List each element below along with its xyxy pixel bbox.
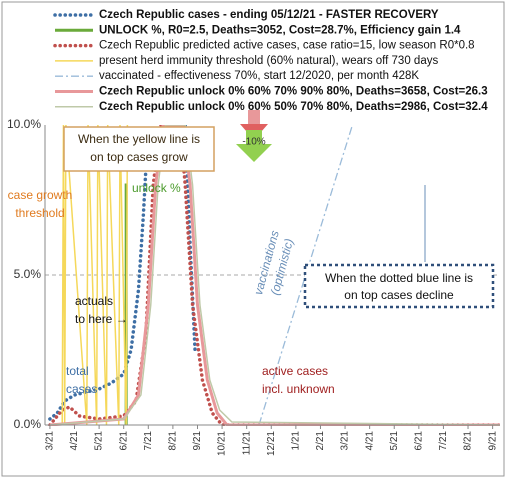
- frame: [1, 1, 505, 477]
- x-tick-label: 7/21: [438, 431, 449, 451]
- yellow-note-box: [63, 126, 215, 172]
- x-tick-label: 8/21: [463, 431, 474, 451]
- x-tick-label: 8/21: [168, 431, 179, 451]
- blue-note: on top cases decline: [344, 288, 454, 302]
- red-arrow-stem: [248, 110, 260, 124]
- x-tick-label: 4/21: [364, 431, 375, 451]
- active-note: incl. unknown: [262, 382, 335, 396]
- legend-label: Czech Republic unlock 0% 60% 50% 70% 80%…: [99, 101, 488, 113]
- actuals-note: actuals: [75, 294, 113, 308]
- x-tick-label: 10/21: [217, 431, 228, 456]
- legend-label: present herd immunity threshold (60% nat…: [99, 55, 438, 67]
- green-arrow-head: [236, 144, 272, 162]
- x-tick-label: 9/21: [192, 431, 203, 451]
- threshold-note: threshold: [15, 206, 64, 220]
- legend-label: Czech Republic unlock 0% 60% 70% 90% 80%…: [99, 86, 488, 98]
- x-tick-label: 5/21: [389, 431, 400, 451]
- series-line: [49, 125, 500, 426]
- y-tick-label: 5.0%: [14, 267, 42, 281]
- green-arrow-stem: [246, 130, 262, 144]
- x-tick-label: 6/21: [118, 431, 129, 451]
- active-note: active cases: [262, 364, 328, 378]
- unlock-note: unlock %: [132, 181, 181, 195]
- legend-label: UNLOCK %, R0=2.5, Deaths=3052, Cost=28.7…: [99, 24, 461, 36]
- legend: Czech Republic cases - ending 05/12/21 -…: [53, 9, 488, 113]
- yellow-note: When the yellow line is: [78, 132, 200, 146]
- series-line: [258, 125, 354, 426]
- y-tick-label: 10.0%: [7, 117, 41, 131]
- series-line: [61, 125, 129, 426]
- total-note: total: [66, 364, 89, 378]
- blue-note: When the dotted blue line is: [325, 271, 473, 285]
- x-tick-label: 11/21: [241, 431, 252, 456]
- blue-note-box: [303, 263, 495, 309]
- x-tick-label: 4/21: [69, 431, 80, 451]
- y-tick-label: 0.0%: [14, 417, 42, 431]
- total-note: cases: [66, 382, 97, 396]
- legend-label: Czech Republic cases - ending 05/12/21 -…: [99, 9, 439, 21]
- yellow-note: on top cases grow: [90, 150, 188, 164]
- x-tick-label: 12/21: [266, 431, 277, 456]
- legend-label: vaccinated - effectiveness 70%, start 12…: [99, 70, 419, 82]
- x-tick-label: 3/21: [45, 431, 56, 451]
- x-tick-label: 7/21: [143, 431, 154, 451]
- actuals-note: to here →: [75, 312, 128, 326]
- series-line: [49, 125, 500, 426]
- legend-label: Czech Republic predicted active cases, c…: [99, 40, 475, 52]
- x-tick-label: 1/21: [291, 431, 302, 451]
- x-tick-label: 6/21: [413, 431, 424, 451]
- arrow-label: -10%: [242, 137, 265, 148]
- x-tick-label: 9/21: [487, 431, 498, 451]
- x-tick-label: 2/21: [315, 431, 326, 451]
- threshold-note: case growth: [8, 188, 73, 202]
- x-tick-label: 5/21: [94, 431, 105, 451]
- x-tick-label: 3/21: [340, 431, 351, 451]
